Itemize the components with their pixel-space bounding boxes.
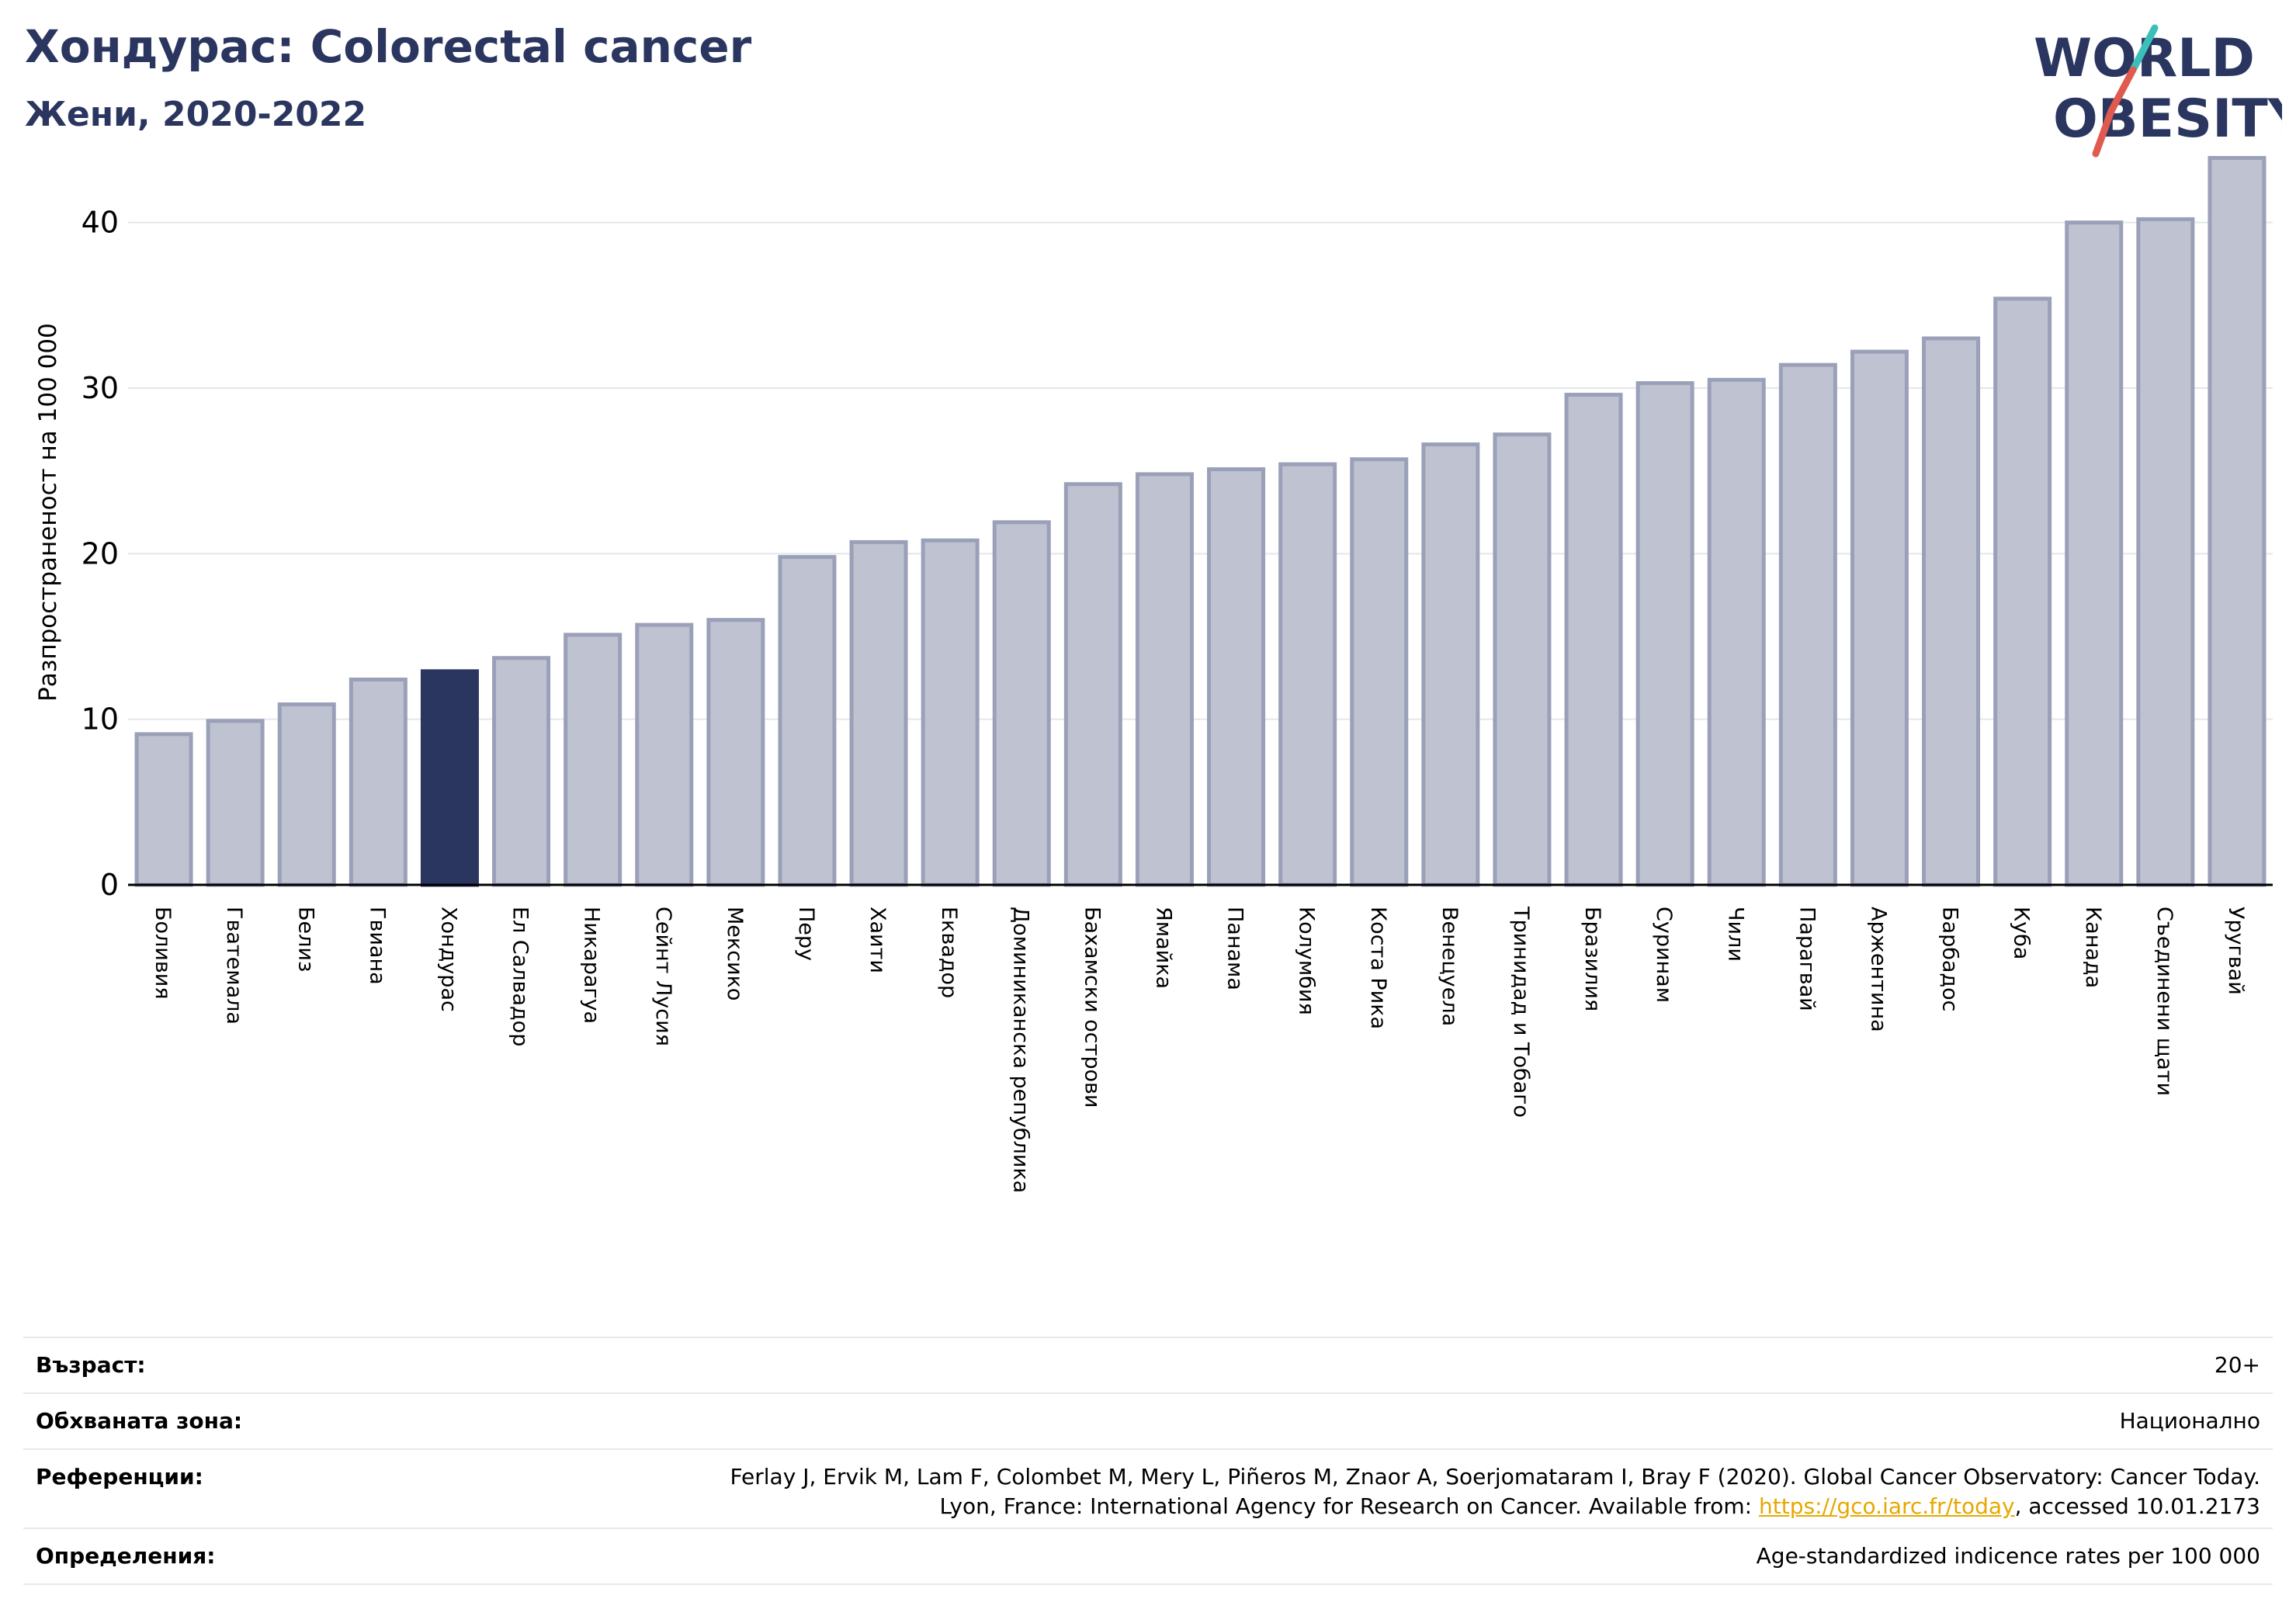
x-axis-labels: Боливия Гватемала Белиз Гвиана Хондурас Ел Са… — [151, 906, 2248, 1193]
meta-label-age: Възраст: — [36, 1352, 146, 1378]
bar-4 — [349, 677, 408, 887]
meta-value-definitions: Age-standardized indicence rates per 100… — [1756, 1543, 2260, 1569]
bar-25 — [1850, 349, 1909, 887]
x-tick-label: Аржентина — [1866, 907, 1890, 1032]
bar-10 — [778, 555, 837, 887]
x-tick-label: Съединени щати — [2152, 907, 2176, 1096]
x-tick-label: Уругвай — [2224, 907, 2248, 995]
meta-label-definitions: Определения: — [36, 1543, 216, 1569]
y-axis-ticks: 0 10 20 30 40 — [82, 206, 119, 902]
bar-30 — [2208, 155, 2267, 887]
bar-28 — [2065, 220, 2124, 887]
logo-slash-teal — [2129, 24, 2159, 74]
y-axis-label: Разпространеност на 100 000 — [34, 323, 62, 702]
x-tick-label: Суринам — [1652, 907, 1676, 1003]
bar-5 — [420, 669, 479, 887]
meta-row-references: Референции: Ferlay J, Ervik M, Lam F, Co… — [23, 1448, 2273, 1528]
y-tick-label: 40 — [82, 206, 119, 240]
x-tick-label: Бразилия — [1580, 907, 1604, 1011]
meta-row-definitions: Определения: Age-standardized indicence … — [23, 1528, 2273, 1585]
y-tick-label: 10 — [82, 702, 119, 737]
x-tick-label: Венецуела — [1438, 907, 1462, 1026]
x-tick-label: Боливия — [151, 907, 175, 1000]
bar-26 — [1922, 336, 1981, 887]
bar-24 — [1778, 362, 1837, 887]
x-tick-label: Ел Салвадор — [508, 907, 532, 1046]
meta-label-references: Референции: — [36, 1464, 203, 1489]
bar-3 — [277, 702, 336, 887]
bar-18 — [1350, 457, 1409, 887]
x-tick-label: Канада — [2081, 907, 2105, 988]
x-tick-label: Ямайка — [1151, 907, 1175, 989]
reference-link[interactable]: https://gco.iarc.fr/today — [1759, 1493, 2015, 1519]
bar-21 — [1564, 393, 1623, 887]
world-obesity-logo: WORLD OBESITY — [2034, 24, 2282, 158]
x-tick-label: Хондурас — [436, 907, 460, 1012]
bar-12 — [921, 538, 980, 887]
logo-line-1: WORLD — [2034, 28, 2255, 89]
x-tick-label: Панама — [1223, 907, 1247, 990]
x-tick-label: Тринидад и Тобаго — [1509, 906, 1533, 1118]
bar-6 — [492, 656, 551, 887]
bar-chart: 0 10 20 30 40 Боливия Гватемала Белиз Гвиана Хон… — [34, 155, 2273, 1193]
page-subtitle: Жени, 2020-2022 — [25, 95, 367, 134]
bar-1 — [134, 732, 193, 887]
x-tick-label: Гвиана — [365, 907, 389, 985]
x-tick-label: Никарагуа — [580, 907, 604, 1024]
y-tick-label: 20 — [82, 536, 119, 570]
logo-slash-red-lower — [2092, 107, 2115, 158]
bar-23 — [1707, 377, 1766, 887]
logo-line-2: OBESITY — [2053, 88, 2282, 150]
bar-17 — [1278, 462, 1337, 887]
x-tick-label: Белиз — [293, 907, 317, 972]
reference-accessed: , accessed 10.01.2173 — [2014, 1493, 2260, 1519]
x-tick-label: Куба — [2010, 907, 2034, 959]
bar-13 — [992, 520, 1051, 887]
bar-27 — [1993, 297, 2052, 887]
bar-20 — [1493, 432, 1552, 887]
x-tick-label: Сейнт Лусия — [651, 907, 675, 1046]
x-tick-label: Перу — [794, 907, 818, 961]
reference-line-2-text: Lyon, France: International Agency for R… — [939, 1493, 1759, 1519]
x-tick-label: Бахамски острови — [1080, 907, 1104, 1108]
meta-row-area: Обхваната зона: Национално — [23, 1392, 2273, 1448]
reference-line-2: Lyon, France: International Agency for R… — [730, 1492, 2260, 1521]
x-tick-label: Мексико — [723, 907, 747, 1001]
metadata-table: Възраст: 20+ Обхваната зона: Национално … — [23, 1337, 2273, 1585]
bar-9 — [706, 618, 765, 887]
bar-7 — [564, 633, 623, 887]
meta-row-age: Възраст: 20+ — [23, 1337, 2273, 1392]
bar-15 — [1135, 472, 1194, 887]
grid-lines — [128, 221, 2273, 720]
bar-8 — [635, 622, 694, 887]
page-title: Хондурас: Colorectal cancer — [25, 20, 752, 73]
bar-29 — [2136, 217, 2195, 887]
bar-14 — [1063, 482, 1122, 887]
meta-value-area: Национално — [2119, 1408, 2260, 1434]
bar-2 — [206, 719, 265, 887]
bar-22 — [1635, 381, 1694, 887]
x-tick-label: Парагвай — [1795, 907, 1819, 1011]
x-tick-label: Колумбия — [1295, 907, 1319, 1015]
bars — [134, 155, 2267, 887]
x-tick-label: Доминиканска република — [1008, 907, 1032, 1193]
x-tick-label: Хаити — [865, 907, 890, 973]
bar-19 — [1421, 442, 1480, 887]
x-tick-label: Еквадор — [937, 907, 961, 998]
bar-16 — [1207, 467, 1266, 887]
bar-11 — [849, 539, 908, 887]
x-tick-label: Барбадос — [1938, 907, 1962, 1011]
meta-value-references: Ferlay J, Ervik M, Lam F, Colombet M, Me… — [730, 1462, 2260, 1521]
x-tick-label: Коста Рика — [1366, 907, 1390, 1029]
x-tick-label: Гватемала — [222, 907, 246, 1025]
meta-label-area: Обхваната зона: — [36, 1408, 243, 1434]
reference-line-1: Ferlay J, Ervik M, Lam F, Colombet M, Me… — [730, 1464, 2260, 1489]
y-tick-label: 30 — [82, 371, 119, 405]
logo-slash-red — [2107, 66, 2137, 115]
y-tick-label: 0 — [100, 868, 119, 902]
x-tick-label: Чили — [1723, 907, 1747, 962]
meta-value-age: 20+ — [2214, 1352, 2260, 1378]
